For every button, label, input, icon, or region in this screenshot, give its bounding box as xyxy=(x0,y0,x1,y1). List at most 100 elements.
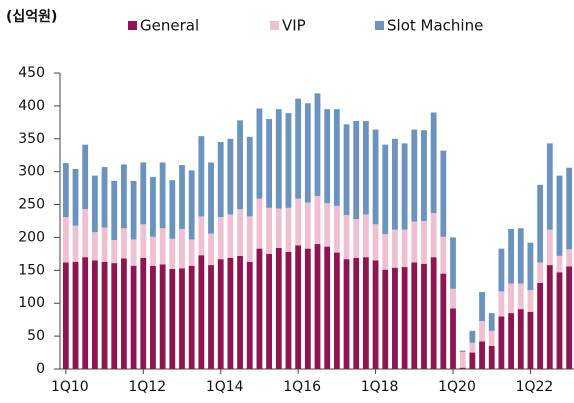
bar-segment xyxy=(488,330,495,346)
bar-segment xyxy=(527,311,534,369)
bar-segment xyxy=(508,228,514,284)
bar-segment xyxy=(517,228,524,284)
x-tick-label: 1Q22 xyxy=(516,379,554,395)
bar-segment xyxy=(217,217,224,260)
bar-segment xyxy=(382,234,389,270)
bar-segment xyxy=(517,309,524,369)
bar-segment xyxy=(266,207,273,254)
bar-segment xyxy=(285,207,292,252)
bar-segment xyxy=(275,247,282,369)
x-tick-label: 1Q14 xyxy=(206,379,244,395)
y-tick-label: 100 xyxy=(18,295,45,311)
bar-segment xyxy=(304,103,311,203)
bar-segment xyxy=(82,257,89,369)
bar-segment xyxy=(91,232,98,261)
bar-segment xyxy=(208,162,214,234)
bar-segment xyxy=(121,164,127,229)
bar-segment xyxy=(179,228,185,269)
bar-segment xyxy=(566,249,573,267)
bar-segment xyxy=(411,129,418,222)
bar-segment xyxy=(140,162,147,225)
bar-segment xyxy=(62,262,69,369)
bar-segment xyxy=(459,367,466,369)
bar-segment xyxy=(217,259,224,369)
bar-segment xyxy=(343,215,350,260)
bar-segment xyxy=(198,255,205,369)
bar-segment xyxy=(179,165,185,229)
y-tick-label: 0 xyxy=(36,361,45,377)
bar-segment xyxy=(285,113,292,208)
bar-segment xyxy=(188,239,195,266)
x-tick-label: 1Q18 xyxy=(361,379,399,395)
bar-segment xyxy=(430,257,437,369)
y-tick-label: 450 xyxy=(18,65,45,81)
bar-segment xyxy=(91,175,98,233)
legend-label: VIP xyxy=(282,17,306,35)
bar-segment xyxy=(488,345,495,369)
legend-label: General xyxy=(140,17,199,35)
bar-segment xyxy=(111,240,118,264)
bar-segment xyxy=(237,209,243,256)
bar-segment xyxy=(237,255,243,369)
bar-segment xyxy=(121,228,127,259)
bar-segment xyxy=(314,244,321,369)
bar-segment xyxy=(285,251,292,369)
bar-segment xyxy=(333,205,340,253)
bar-segment xyxy=(62,217,69,263)
y-tick-label: 350 xyxy=(18,131,45,147)
bar-segment xyxy=(556,255,563,273)
bar-segment xyxy=(459,350,466,352)
bar-segment xyxy=(324,246,331,369)
y-axis-label: (십억원) xyxy=(6,9,57,25)
bar-segment xyxy=(101,261,108,369)
bar-segment xyxy=(440,273,447,369)
y-tick-label: 50 xyxy=(27,328,45,344)
bar-segment xyxy=(256,198,263,249)
bar-segment xyxy=(198,136,205,217)
bar-segment xyxy=(140,257,147,369)
bar-segment xyxy=(537,184,544,263)
legend-swatch xyxy=(128,21,137,30)
bar-segment xyxy=(101,167,108,228)
bar-segment xyxy=(324,109,331,204)
bar-segment xyxy=(421,221,427,264)
bar-segment xyxy=(411,262,418,369)
bar-segment xyxy=(179,268,185,369)
y-tick-label: 300 xyxy=(18,164,45,180)
bar-segment xyxy=(440,236,447,274)
bar-segment xyxy=(188,170,195,240)
legend-label: Slot Machine xyxy=(387,17,483,35)
bar-segment xyxy=(362,121,369,215)
bar-segment xyxy=(150,176,156,237)
x-tick-label: 1Q16 xyxy=(283,379,321,395)
bar-segment xyxy=(527,290,534,312)
bar-segment xyxy=(556,175,563,256)
bar-segment xyxy=(333,109,340,206)
bar-segment xyxy=(450,308,456,369)
bar-segment xyxy=(217,142,224,218)
bar-segment xyxy=(401,267,408,369)
bar-segment xyxy=(479,341,485,369)
bar-segment xyxy=(324,203,331,247)
bar-segment xyxy=(353,121,360,220)
bar-segment xyxy=(295,198,302,246)
bar-segment xyxy=(430,213,437,258)
bar-segment xyxy=(72,225,79,262)
bar-segment xyxy=(295,245,302,369)
bar-segment xyxy=(546,229,553,266)
bar-segment xyxy=(372,129,379,225)
bar-segment xyxy=(479,320,485,342)
bar-segment xyxy=(208,265,214,369)
bar-segment xyxy=(275,208,282,248)
bar-segment xyxy=(169,269,176,369)
bar-segment xyxy=(72,169,79,226)
bar-segment xyxy=(188,265,195,369)
bar-segment xyxy=(450,237,456,289)
bar-segment xyxy=(546,265,553,369)
y-tick-label: 250 xyxy=(18,197,45,213)
bar-segment xyxy=(508,283,514,314)
bar-segment xyxy=(256,248,263,369)
bar-segment xyxy=(266,119,273,208)
bar-segment xyxy=(546,143,553,230)
